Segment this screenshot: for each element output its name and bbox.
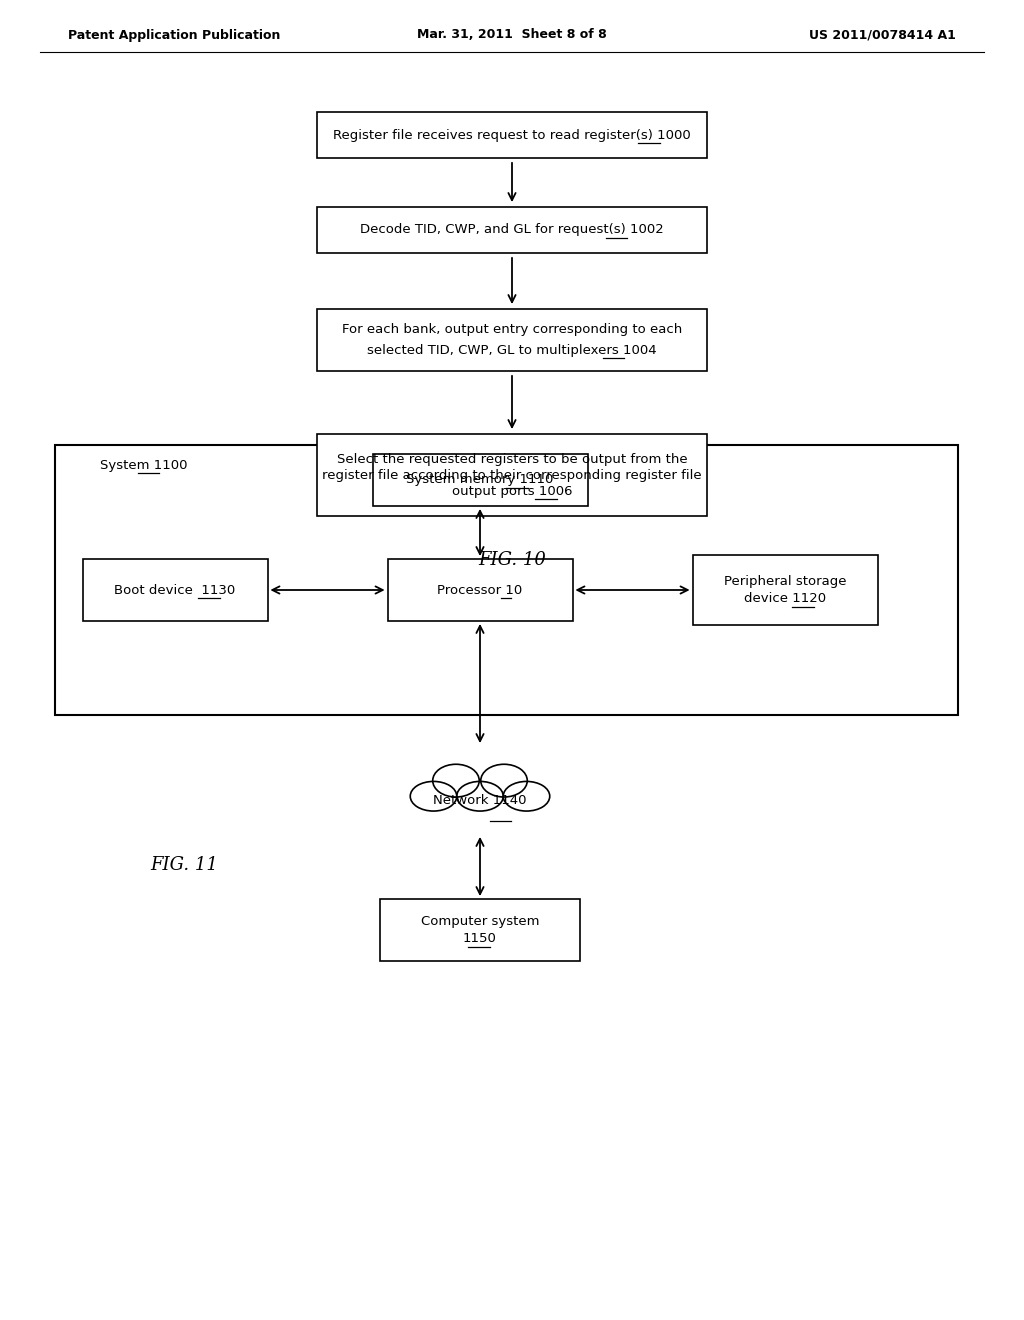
FancyBboxPatch shape [83, 558, 267, 620]
Text: Register file receives request to read register(s) 1000: Register file receives request to read r… [333, 128, 691, 141]
FancyBboxPatch shape [317, 309, 707, 371]
FancyBboxPatch shape [55, 445, 958, 715]
Ellipse shape [503, 781, 550, 810]
FancyBboxPatch shape [317, 434, 707, 516]
Text: register file according to their corresponding register file: register file according to their corresp… [323, 469, 701, 482]
Text: US 2011/0078414 A1: US 2011/0078414 A1 [809, 29, 956, 41]
FancyBboxPatch shape [317, 207, 707, 253]
Text: 1150: 1150 [463, 932, 497, 945]
Ellipse shape [433, 764, 479, 797]
FancyBboxPatch shape [380, 899, 580, 961]
Text: Decode TID, CWP, and GL for request(s) 1002: Decode TID, CWP, and GL for request(s) 1… [360, 223, 664, 236]
Text: Peripheral storage: Peripheral storage [724, 574, 846, 587]
Ellipse shape [411, 781, 457, 810]
Text: Mar. 31, 2011  Sheet 8 of 8: Mar. 31, 2011 Sheet 8 of 8 [417, 29, 607, 41]
FancyBboxPatch shape [373, 454, 588, 506]
Text: FIG. 10: FIG. 10 [478, 550, 546, 569]
Text: output ports 1006: output ports 1006 [452, 484, 572, 498]
Text: Boot device  1130: Boot device 1130 [115, 583, 236, 597]
FancyBboxPatch shape [317, 112, 707, 158]
Text: System memory 1110: System memory 1110 [407, 474, 554, 487]
Text: FIG. 11: FIG. 11 [150, 855, 218, 874]
Text: Select the requested registers to be output from the: Select the requested registers to be out… [337, 453, 687, 466]
FancyBboxPatch shape [387, 558, 572, 620]
Text: System 1100: System 1100 [100, 458, 187, 471]
Text: Patent Application Publication: Patent Application Publication [68, 29, 281, 41]
Text: selected TID, CWP, GL to multiplexers 1004: selected TID, CWP, GL to multiplexers 10… [368, 345, 656, 356]
Text: Computer system: Computer system [421, 915, 540, 928]
FancyBboxPatch shape [692, 554, 878, 624]
Text: Network 1140: Network 1140 [433, 793, 526, 807]
Text: device 1120: device 1120 [744, 593, 826, 606]
Ellipse shape [481, 764, 527, 797]
Text: For each bank, output entry corresponding to each: For each bank, output entry correspondin… [342, 323, 682, 337]
Ellipse shape [457, 781, 503, 810]
Text: Processor 10: Processor 10 [437, 583, 522, 597]
